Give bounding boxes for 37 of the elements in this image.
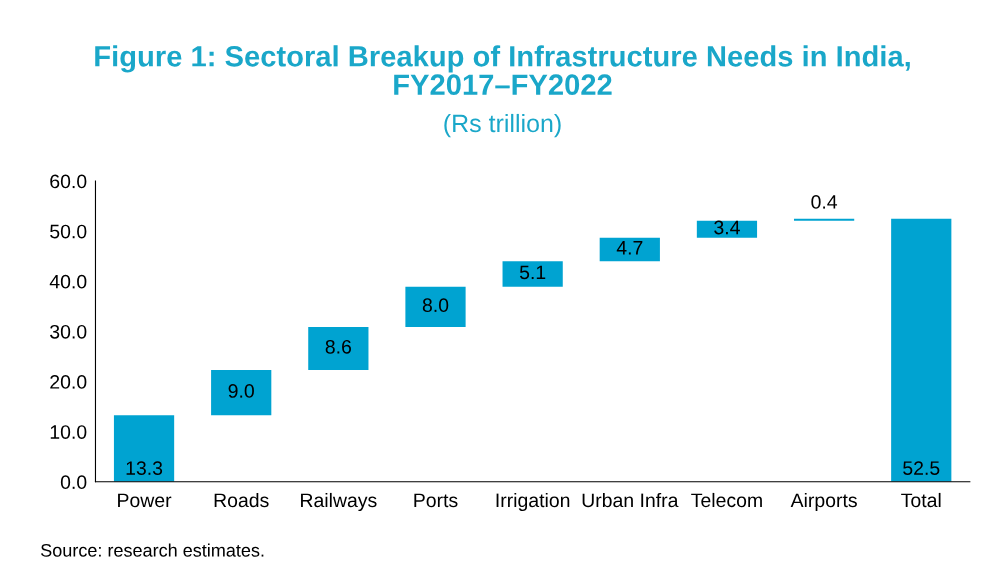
bar xyxy=(696,220,758,238)
y-tick-label: 20.0 xyxy=(50,375,87,389)
data-label: 13.3 xyxy=(126,461,163,475)
y-tick-label: 60.0 xyxy=(50,174,87,189)
bar xyxy=(405,286,466,327)
y-tick-label: 40.0 xyxy=(49,274,87,289)
chart-subtitle: (Rs trillion) xyxy=(444,113,561,138)
x-tick-label: Ports xyxy=(414,493,458,508)
bar xyxy=(211,370,272,416)
bar xyxy=(113,415,175,482)
data-label: 9.0 xyxy=(228,384,254,398)
bar xyxy=(599,237,660,262)
data-label: 5.1 xyxy=(519,265,546,280)
data-label: 52.5 xyxy=(903,461,940,475)
data-label: 8.0 xyxy=(422,298,449,313)
bar xyxy=(308,326,369,371)
source-note: Source: research estimates. xyxy=(41,543,264,557)
y-tick-label: 0.0 xyxy=(60,475,87,490)
data-label: 0.4 xyxy=(811,195,838,209)
data-label: 3.4 xyxy=(714,220,740,235)
y-tick-label: 50.0 xyxy=(50,224,87,239)
x-tick-label: Urban Infra xyxy=(582,492,679,508)
bar xyxy=(891,218,952,482)
data-label: 4.7 xyxy=(616,241,643,255)
x-tick-label: Airports xyxy=(790,492,857,512)
x-tick-label: Roads xyxy=(214,492,269,508)
y-tick-label: 10.0 xyxy=(50,425,87,439)
x-tick-label: Irrigation xyxy=(496,492,570,512)
x-tick-label: Total xyxy=(901,492,941,508)
bar xyxy=(793,218,855,221)
bar xyxy=(502,261,563,287)
chart-title: Figure 1: Sectoral Breakup of Infrastructure Needs in India, FY2017–FY2022 xyxy=(95,45,910,96)
x-tick-label: Telecom xyxy=(691,492,762,508)
data-label: 8.6 xyxy=(325,339,352,354)
y-tick-label: 30.0 xyxy=(50,324,87,339)
x-tick-label: Power xyxy=(118,493,172,508)
x-tick-label: Railways xyxy=(301,492,377,512)
